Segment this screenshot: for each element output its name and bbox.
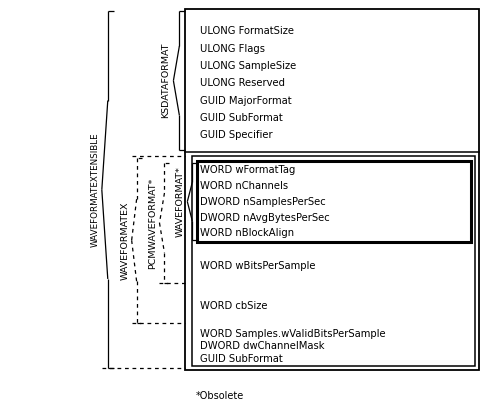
Text: ULONG Reserved: ULONG Reserved <box>200 78 285 88</box>
Text: WORD cbSize: WORD cbSize <box>200 301 268 311</box>
Text: WORD nChannels: WORD nChannels <box>200 181 288 191</box>
Bar <box>185 9 479 370</box>
Text: ULONG Flags: ULONG Flags <box>200 43 265 53</box>
Text: WAVEFORMAT*: WAVEFORMAT* <box>176 166 185 237</box>
Text: DWORD nSamplesPerSec: DWORD nSamplesPerSec <box>200 197 326 207</box>
Text: WORD wBitsPerSample: WORD wBitsPerSample <box>200 261 316 271</box>
Text: ULONG SampleSize: ULONG SampleSize <box>200 61 297 71</box>
Text: WORD wFormatTag: WORD wFormatTag <box>200 165 296 175</box>
Text: WAVEFORMATEXTENSIBLE: WAVEFORMATEXTENSIBLE <box>90 132 99 247</box>
Text: WAVEFORMATEX: WAVEFORMATEX <box>121 201 130 279</box>
Bar <box>192 156 475 366</box>
Text: DWORD dwChannelMask: DWORD dwChannelMask <box>200 341 325 352</box>
Text: WORD nBlockAlign: WORD nBlockAlign <box>200 228 295 239</box>
Text: WORD Samples.wValidBitsPerSample: WORD Samples.wValidBitsPerSample <box>200 328 386 339</box>
Bar <box>197 161 471 242</box>
Text: *Obsolete: *Obsolete <box>195 391 244 401</box>
Text: GUID SubFormat: GUID SubFormat <box>200 113 283 123</box>
Text: KSDATAFORMAT: KSDATAFORMAT <box>161 43 170 118</box>
Text: GUID MajorFormat: GUID MajorFormat <box>200 96 292 106</box>
Text: GUID Specifier: GUID Specifier <box>200 130 273 140</box>
Text: GUID SubFormat: GUID SubFormat <box>200 354 283 364</box>
Text: PCMWAVEFORMAT*: PCMWAVEFORMAT* <box>148 177 157 269</box>
Text: DWORD nAvgBytesPerSec: DWORD nAvgBytesPerSec <box>200 213 330 222</box>
Text: ULONG FormatSize: ULONG FormatSize <box>200 26 294 36</box>
